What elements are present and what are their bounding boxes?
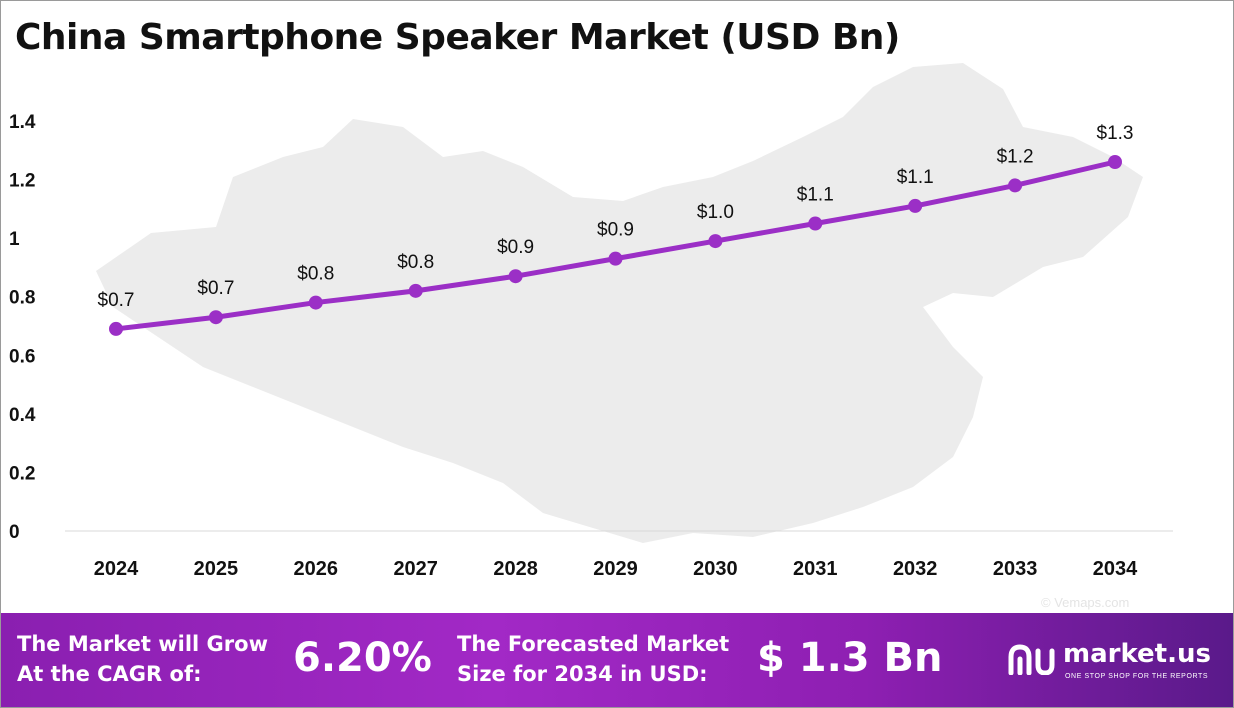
data-label: $0.7	[98, 290, 135, 311]
china-map-background	[96, 63, 1143, 543]
x-tick-label: 2029	[593, 558, 638, 580]
data-point	[208, 310, 223, 325]
data-point	[908, 198, 923, 213]
footer-banner: The Market will Grow At the CAGR of: 6.2…	[1, 613, 1233, 707]
data-label: $0.7	[197, 278, 234, 299]
data-point	[109, 321, 123, 336]
chart-title: China Smartphone Speaker Market (USD Bn)	[15, 17, 900, 58]
cagr-value: 6.20%	[293, 635, 432, 681]
y-tick-label: 1.4	[9, 112, 36, 133]
data-label: $0.9	[597, 220, 634, 241]
x-axis: 2024 2025 2026 2027 2028 2029 2030 2031 2032 2033…	[94, 558, 1138, 580]
data-point	[1108, 155, 1122, 169]
data-label: $0.8	[397, 252, 434, 273]
data-point	[608, 251, 623, 266]
cagr-label: The Market will Grow At the CAGR of:	[17, 632, 268, 686]
x-tick-label: 2034	[1093, 558, 1138, 580]
x-tick-label: 2027	[393, 558, 438, 580]
x-tick-label: 2026	[294, 558, 339, 580]
y-tick-label: 0.6	[9, 346, 35, 367]
market-us-logo-icon	[1008, 644, 1055, 675]
data-point	[808, 216, 823, 231]
brand-logo: market.us ONE STOP SHOP FOR THE REPORTS	[1007, 637, 1227, 687]
y-tick-label: 1	[9, 229, 20, 250]
y-axis: 0 0.2 0.4 0.6 0.8 1 1.2 1.4	[9, 112, 36, 543]
data-point	[708, 234, 723, 249]
data-point	[1008, 178, 1023, 193]
brand-tagline: ONE STOP SHOP FOR THE REPORTS	[1065, 673, 1209, 680]
x-tick-label: 2028	[493, 558, 538, 580]
data-label: $1.0	[697, 202, 734, 223]
x-tick-label: 2033	[993, 558, 1038, 580]
line-chart: © Vemaps.com 00.20.40.60.811.21.4 2024 20…	[9, 63, 1173, 610]
forecast-value: $ 1.3 Bn	[757, 635, 943, 681]
map-attribution: © Vemaps.com	[1041, 595, 1129, 610]
y-tick-label: 0.2	[9, 463, 35, 484]
y-tick-label: 0	[9, 522, 20, 543]
x-tick-label: 2031	[793, 558, 838, 580]
data-label: $1.3	[1097, 123, 1134, 144]
y-tick-label: 1.2	[9, 171, 35, 192]
data-label: $0.8	[297, 264, 334, 285]
data-label: $0.9	[497, 237, 534, 258]
forecast-label: The Forecasted Market Size for 2034 in U…	[457, 632, 730, 686]
y-tick-label: 0.8	[9, 288, 35, 309]
brand-name: market.us	[1063, 639, 1211, 669]
x-tick-label: 2024	[94, 558, 139, 580]
data-point	[408, 283, 423, 298]
data-labels: $0.7 $0.7 $0.8 $0.8 $0.9 $0.9 $1.0 $1.1 $1.1 $1.2…	[98, 123, 1134, 311]
data-label: $1.2	[997, 146, 1034, 167]
x-tick-label: 2030	[693, 558, 738, 580]
data-points	[109, 155, 1122, 336]
x-tick-label: 2025	[194, 558, 239, 580]
x-tick-label: 2032	[893, 558, 938, 580]
data-point	[308, 295, 323, 310]
data-label: $1.1	[897, 167, 934, 188]
y-tick-label: 0.4	[9, 405, 36, 426]
data-point	[508, 269, 523, 284]
data-label: $1.1	[797, 185, 834, 206]
